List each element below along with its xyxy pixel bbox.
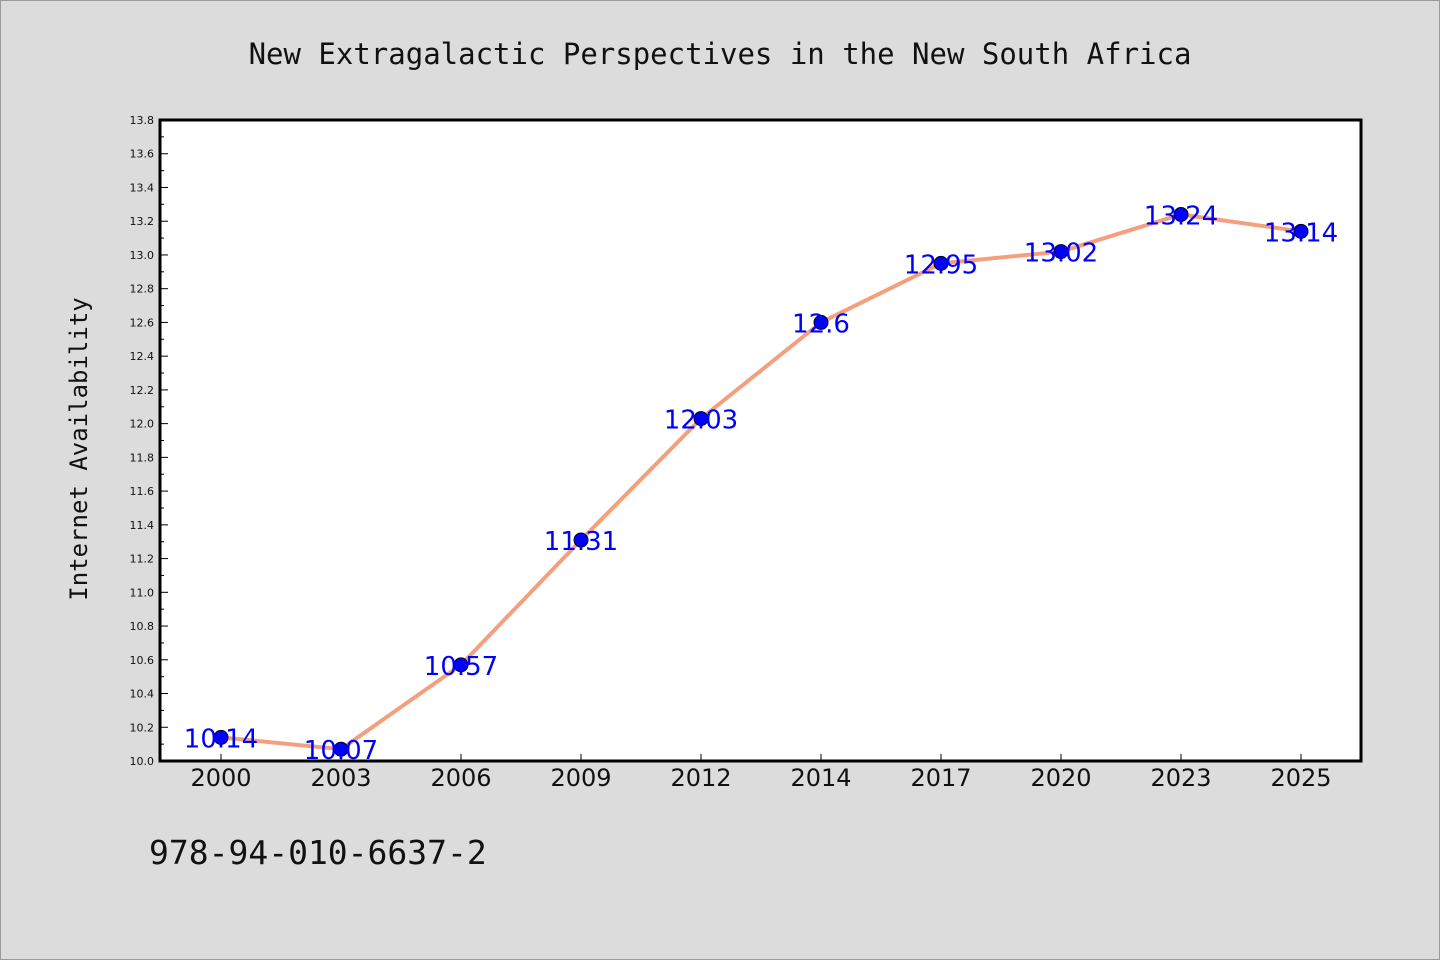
y-tick-label: 11.8: [130, 451, 155, 464]
y-axis-label: Internet Availability: [65, 297, 93, 600]
plot-area: [158, 118, 1363, 763]
y-tick-label: 13.0: [130, 249, 155, 262]
y-tick-label: 11.6: [130, 485, 155, 498]
y-tick-label: 10.2: [130, 721, 155, 734]
x-axis: 2000 2003 2006 2009 2012 2014 2017 2020 2023 2025: [190, 754, 1332, 792]
y-axis: 10.0 10.2 10.4 10.6 10.8 11.0 11.2 11.4 11.6 11.8…: [130, 114, 168, 768]
x-tick-label: 2023: [1150, 764, 1211, 792]
data-label: 11.31: [544, 527, 618, 557]
y-tick-label: 13.6: [130, 148, 155, 161]
y-tick-label: 10.4: [130, 688, 155, 701]
y-tick-label: 12.8: [130, 283, 155, 296]
data-label: 13.02: [1024, 239, 1098, 269]
y-tick-label: 13.2: [130, 215, 155, 228]
data-label: 13.24: [1144, 201, 1218, 231]
y-tick-label: 12.6: [130, 316, 155, 329]
y-tick-label: 10.8: [130, 620, 155, 633]
y-tick-label: 10.6: [130, 654, 155, 667]
data-point: [213, 729, 229, 745]
y-tick-label: 11.4: [130, 519, 155, 532]
x-tick-label: 2012: [670, 764, 731, 792]
x-tick-label: 2014: [790, 764, 851, 792]
y-tick-label: 11.0: [130, 586, 155, 599]
series-line: [219, 212, 1303, 752]
y-tick-label: 13.8: [130, 114, 155, 127]
x-tick-label: 2000: [190, 764, 251, 792]
y-tick-label: 12.4: [130, 350, 155, 363]
data-point: [693, 411, 709, 427]
x-tick-label: 2003: [310, 764, 371, 792]
x-tick-label: 2020: [1030, 764, 1091, 792]
y-tick-label: 12.2: [130, 384, 155, 397]
data-point: [1053, 244, 1069, 260]
data-point: [813, 314, 829, 330]
data-point: [933, 255, 949, 271]
data-label: 10.57: [424, 652, 498, 682]
x-tick-label: 2006: [430, 764, 491, 792]
data-label: 10.07: [304, 736, 378, 766]
y-tick-label: 13.4: [130, 181, 155, 194]
data-label: 10.14: [184, 724, 258, 754]
data-point: [453, 657, 469, 673]
chart-title: New Extragalactic Perspectives in the Ne…: [249, 37, 1192, 71]
x-tick-label: 2009: [550, 764, 611, 792]
x-tick-label: 2025: [1270, 764, 1331, 792]
x-tick-label: 2017: [910, 764, 971, 792]
data-point: [573, 532, 589, 548]
data-point: [333, 741, 349, 757]
data-label: 12.95: [904, 250, 978, 280]
data-point: [1293, 223, 1309, 239]
isbn-caption: 978-94-010-6637-2: [149, 833, 487, 872]
y-tick-label: 12.0: [130, 418, 155, 431]
y-tick-label: 10.0: [130, 755, 155, 768]
data-label: 12.03: [664, 406, 738, 436]
y-tick-label: 11.2: [130, 553, 155, 566]
data-point: [1173, 206, 1189, 222]
data-label: 12.6: [792, 309, 850, 339]
data-label: 13.14: [1264, 218, 1338, 248]
series: 10.14 10.07 10.57 11.31 12.03 12.6 12.95 13.02 1…: [184, 201, 1338, 766]
